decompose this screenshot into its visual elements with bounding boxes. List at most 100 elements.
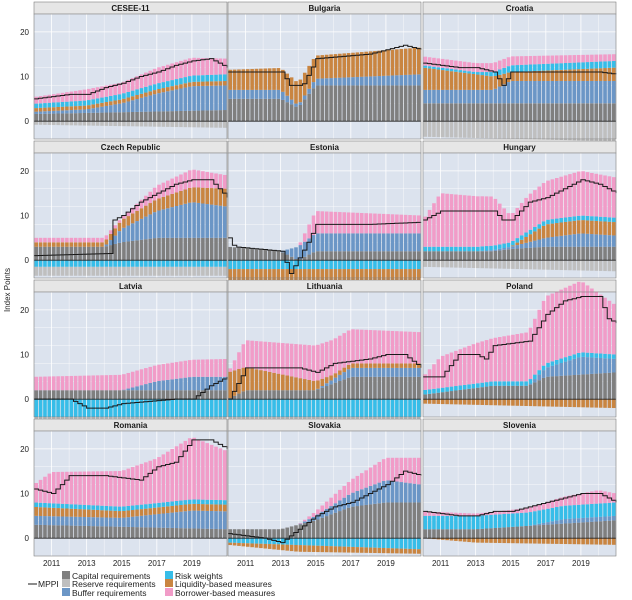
y-tick-label: 20 [20, 167, 29, 176]
bar-segment-risk [320, 260, 325, 270]
bar-segment-risk [214, 260, 218, 267]
bar-segment-borrower [612, 303, 616, 355]
bar-segment-buffer [537, 374, 542, 381]
legend-swatch [62, 571, 70, 579]
bar-segment-buffer [161, 92, 166, 112]
bar-segment-capital [148, 527, 153, 539]
bar-segment-reserve [550, 121, 555, 140]
bar-segment-risk [432, 246, 436, 252]
bar-segment-capital [351, 506, 355, 539]
bar-segment-risk [126, 91, 131, 98]
bar-segment-liquidity [289, 77, 294, 100]
bar-segment-capital [559, 523, 563, 539]
bar-segment-risk [493, 71, 498, 76]
bar-segment-borrower [581, 54, 585, 63]
bar-segment-liquidity [285, 269, 290, 283]
bar-segment-borrower [364, 329, 368, 364]
bar-segment-buffer [316, 233, 320, 252]
bar-segment-liquidity [122, 218, 126, 228]
bar-segment-reserve [489, 121, 493, 139]
bar-segment-capital [218, 110, 223, 122]
bar-segment-capital [554, 246, 559, 261]
bar-segment-borrower [51, 94, 56, 103]
bar-segment-capital [69, 390, 74, 400]
bar-segment-borrower [537, 309, 542, 371]
bar-segment-buffer [568, 80, 572, 104]
bar-segment-liquidity [232, 269, 237, 283]
bar-segment-capital [493, 527, 498, 539]
bar-segment-borrower [346, 482, 351, 495]
bar-segment-capital [245, 98, 250, 122]
bar-segment-reserve [192, 266, 196, 276]
bar-segment-borrower [403, 331, 408, 364]
bar-segment-capital [476, 529, 480, 539]
bar-segment-capital [368, 251, 373, 261]
bar-segment-borrower [511, 334, 515, 382]
bar-segment-risk [594, 61, 599, 69]
bar-segment-capital [311, 390, 316, 400]
bar-segment-buffer [201, 203, 205, 238]
bar-segment-risk [43, 103, 47, 108]
bar-segment-buffer [497, 248, 502, 251]
bar-segment-risk [82, 260, 87, 267]
bar-segment-liquidity [515, 71, 520, 81]
bar-segment-reserve [170, 121, 174, 127]
bar-segment-capital [412, 85, 417, 122]
bar-segment-borrower [170, 63, 174, 81]
bar-segment-risk [139, 260, 144, 267]
bar-segment-capital [82, 112, 87, 122]
bar-segment-capital [381, 376, 386, 400]
bar-segment-risk [449, 246, 454, 252]
bar-segment-capital [214, 390, 218, 400]
bar-segment-buffer [196, 376, 201, 391]
bar-segment-capital [550, 103, 555, 122]
bar-segment-risk [563, 217, 568, 222]
bar-segment-borrower [576, 281, 581, 353]
bar-segment-reserve [546, 260, 550, 270]
bar-segment-reserve [148, 121, 153, 127]
bar-segment-risk [78, 260, 82, 267]
bar-segment-capital [497, 250, 502, 261]
bar-segment-risk [69, 101, 74, 107]
bar-segment-capital [390, 502, 395, 539]
legend-label: Borrower-based measures [175, 588, 275, 598]
bar-segment-borrower [598, 54, 603, 62]
bar-segment-risk [484, 246, 489, 251]
bar-segment-liquidity [390, 363, 395, 368]
bar-segment-liquidity [351, 52, 355, 78]
bar-segment-liquidity [502, 73, 506, 85]
bar-segment-liquidity [82, 509, 87, 517]
bar-segment-capital [302, 390, 307, 400]
bar-segment-capital [237, 529, 241, 539]
bar-segment-liquidity [196, 81, 201, 87]
bar-segment-capital [100, 112, 104, 122]
bar-segment-buffer [594, 517, 599, 522]
bar-segment-liquidity [333, 269, 338, 283]
bar-segment-borrower [377, 330, 382, 364]
bar-segment-liquidity [311, 269, 316, 283]
bar-segment-liquidity [139, 208, 144, 219]
bar-segment-liquidity [572, 220, 577, 235]
bar-segment-buffer [585, 357, 590, 375]
bar-segment-borrower [126, 468, 131, 507]
bar-segment-risk [165, 260, 170, 267]
bar-segment-capital [113, 112, 117, 122]
bar-segment-buffer [537, 523, 542, 526]
bar-segment-capital [38, 246, 43, 261]
bar-segment-liquidity [359, 269, 364, 283]
bar-segment-buffer [390, 75, 395, 86]
bar-segment-capital [113, 390, 117, 400]
bar-segment-liquidity [276, 373, 281, 391]
bar-segment-capital [603, 373, 607, 400]
bar-segment-capital [612, 103, 616, 122]
bar-segment-capital [237, 393, 241, 400]
bar-segment-liquidity [152, 507, 157, 515]
bar-segment-capital [476, 251, 480, 261]
panel-frame [33, 430, 228, 557]
bar-segment-capital [245, 529, 250, 539]
bar-segment-capital [359, 85, 364, 122]
bar-segment-liquidity [381, 363, 386, 368]
bar-segment-buffer [576, 518, 581, 523]
bar-segment-liquidity [346, 546, 351, 553]
bar-segment-reserve [196, 266, 201, 276]
